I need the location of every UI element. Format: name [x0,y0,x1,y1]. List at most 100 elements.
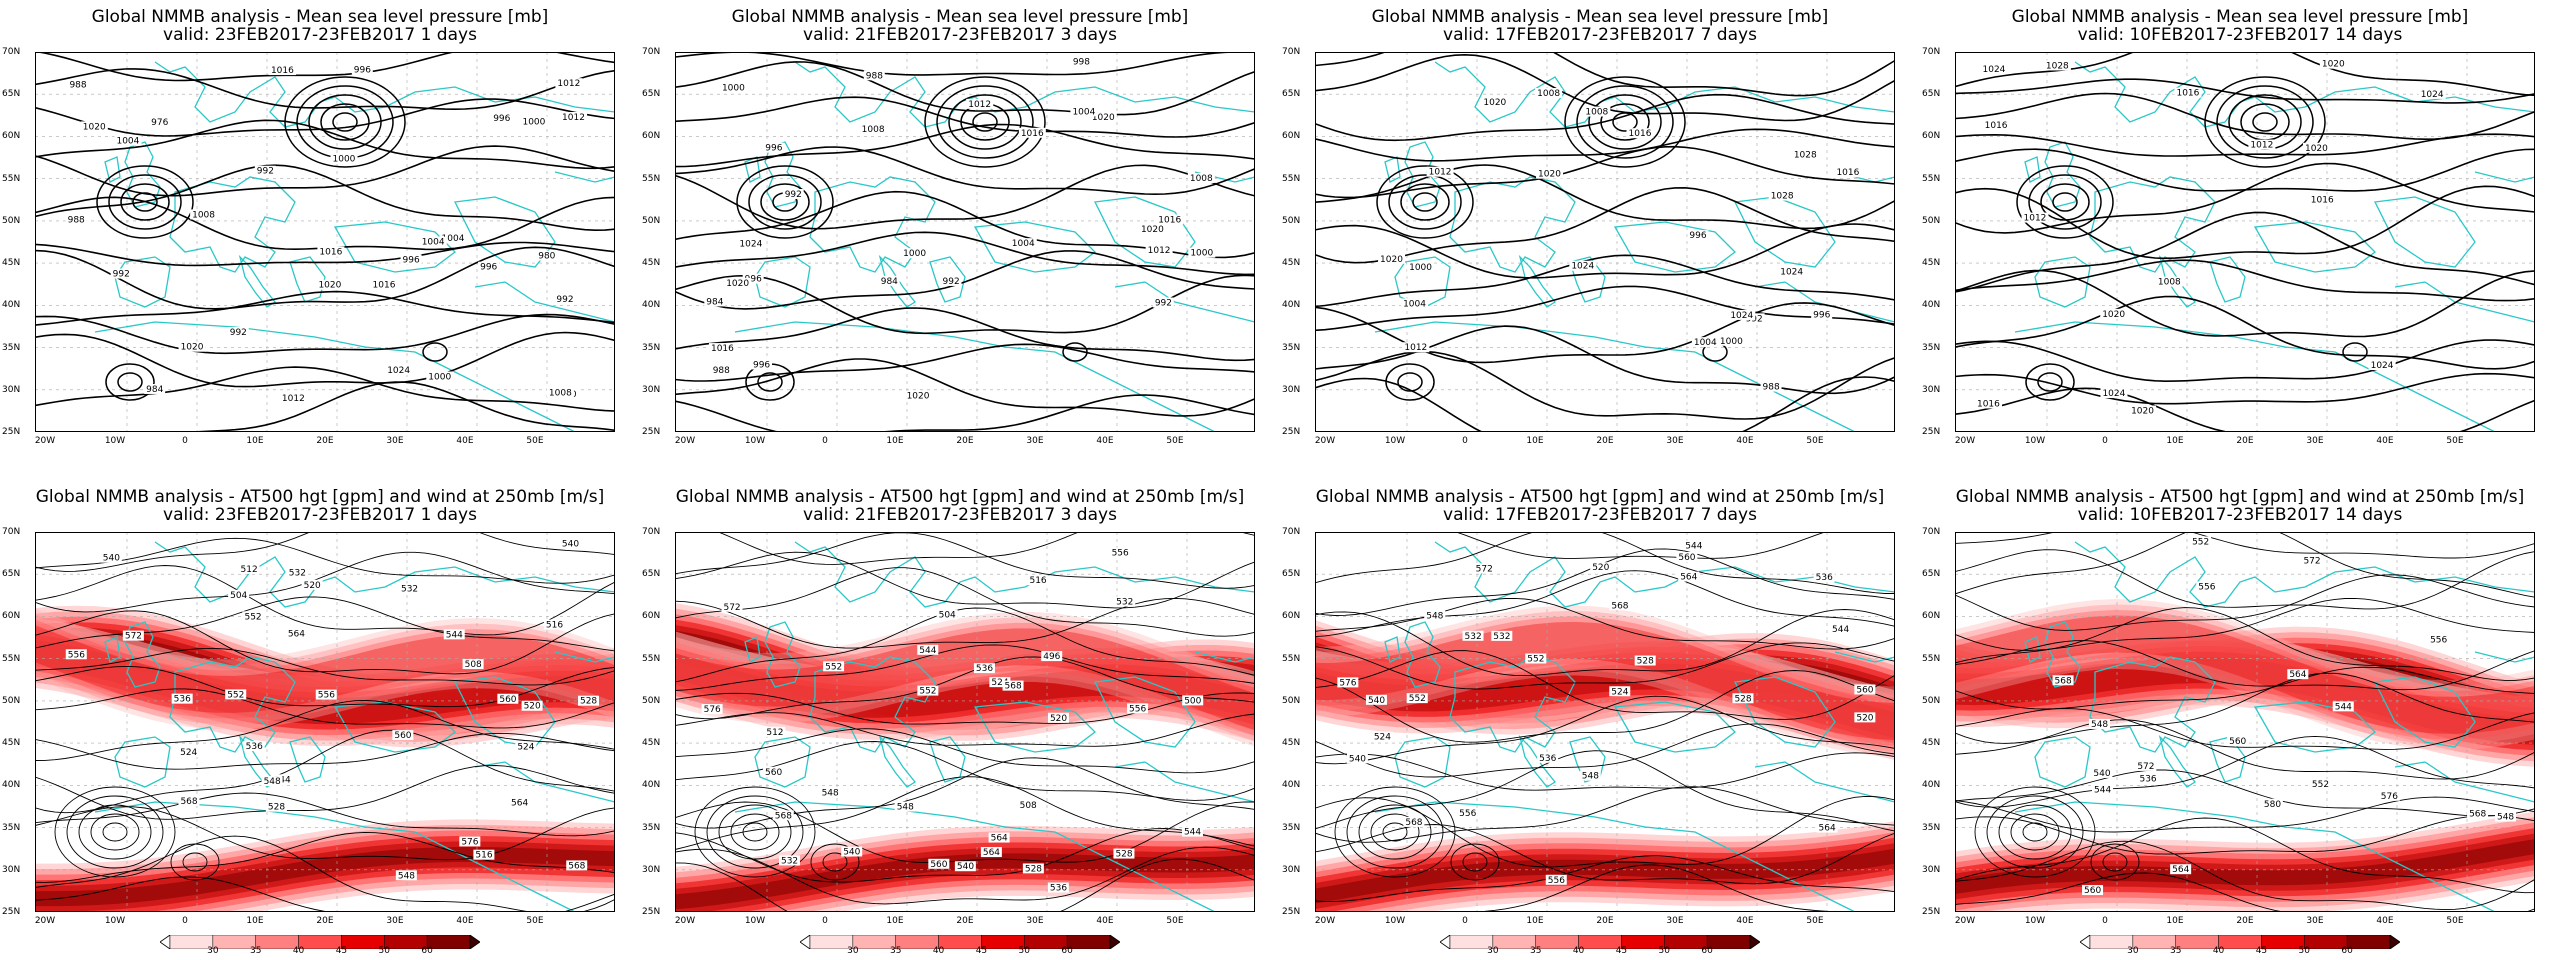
contour-label: 1016 [1158,215,1181,225]
label-bg [400,254,422,265]
closed-isoline [736,165,834,239]
isoline [1315,855,1895,902]
label-bg [419,236,447,247]
lat-tick-label: 30N [1922,384,1941,395]
contour-label: 552 [919,687,936,697]
label-bg [285,628,307,639]
lat-tick-label: 70N [1282,47,1301,57]
label-bg [928,858,950,869]
label-bg [1145,244,1173,255]
contour-label: 1012 [1148,246,1171,256]
label-bg [395,870,417,881]
coastline [1518,254,1556,308]
label-bg [559,538,581,549]
contours [1315,532,1895,912]
panel-valid-range: valid: 17FEB2017-23FEB2017 7 days [1443,25,1757,45]
label-bg [1371,731,1393,742]
contour-label: 532 [1465,632,1482,642]
contour-label: 992 [257,167,274,177]
lat-tick-label: 65N [1282,569,1301,580]
panel-valid-range: valid: 23FEB2017-23FEB2017 1 days [163,25,477,45]
lon-tick-label: 50E [526,436,544,446]
closed-isoline [1358,804,1432,860]
isoline [675,52,1255,76]
contour-label: 548 [1582,772,1599,782]
isoline [675,757,1255,829]
label-bg [2174,87,2202,98]
contour-label: 1012 [562,113,585,123]
wind-band [675,622,1255,736]
closed-isoline [1388,174,1462,230]
label-bg [2135,760,2157,771]
contour-label: 552 [1409,694,1426,704]
closed-isoline [742,822,768,842]
label-bg [1683,540,1705,551]
map-plot: 1000996992988100410081012101610201024102… [1315,52,1895,432]
contour-label: 1004 [1072,107,1095,117]
contour-label: 552 [227,690,244,700]
contour-label: 996 [403,255,420,265]
isoline [1955,185,2535,260]
coastline [2253,701,2376,753]
lon-tick-label: 10W [104,436,126,446]
isoline [35,241,615,267]
contour-label: 556 [1112,549,1129,559]
contour-label: 572 [2303,557,2320,567]
contour-label: 552 [2312,780,2329,790]
contour-label: 560 [930,860,947,870]
lat-tick-label: 70N [1922,47,1941,57]
lon-tick-label: 20W [34,916,56,926]
contour-label: 988 [1763,383,1780,393]
label-bg [1406,693,1428,704]
label-bg [1982,119,2010,130]
contour-label: 564 [1680,573,1697,583]
closed-isoline [170,843,220,881]
panel-mslp-7d: Global NMMB analysis - Mean sea level pr… [1280,0,1920,480]
coastline [973,701,1096,753]
label-bg [1609,686,1631,697]
lon-tick-label: 0 [2102,916,2108,926]
label-bg [778,855,800,866]
closed-isoline [422,342,448,362]
contour-label: 1008 [1537,89,1560,99]
label-bg [370,279,398,290]
contour-label: 996 [493,114,510,124]
colorbar-tick: 35 [889,946,902,956]
lat-tick-label: 30N [1282,384,1301,395]
contour-label: 1024 [1780,268,1803,278]
isoline [1315,186,1895,264]
lat-tick-label: 70N [1282,527,1301,537]
closed-isoline [1998,804,2072,860]
contour-label: 540 [562,539,579,549]
closed-isoline [694,786,816,878]
contour-label: 532 [781,856,798,866]
contour-label: 1000 [1720,337,1743,347]
label-bg [894,801,916,812]
map-frame [1955,52,2535,432]
label-bg [1070,106,1098,117]
isoline [1955,708,2535,750]
label-bg [462,659,484,670]
label-bg [1830,623,1852,634]
contour-label: 524 [1374,733,1391,743]
contour-label: 504 [939,611,956,621]
coastline [2474,651,2535,663]
label-bg [863,70,885,81]
label-bg [2100,388,2128,399]
closed-isoline [117,372,143,392]
label-bg [2494,811,2516,822]
isoline [35,164,615,232]
contour-label: 536 [1539,754,1556,764]
coastline [2374,196,2476,268]
label-bg [710,364,732,375]
label-bg [1022,863,1044,874]
contour-label: 1024 [739,239,762,249]
isoline [35,551,615,613]
label-bg [1728,309,1756,320]
isoline [1955,259,2535,302]
label-bg [763,142,785,153]
label-bg [1569,260,1597,271]
lat-tick-label: 25N [2,427,21,437]
label-bg [100,552,122,563]
contour-label: 980 [538,252,555,262]
